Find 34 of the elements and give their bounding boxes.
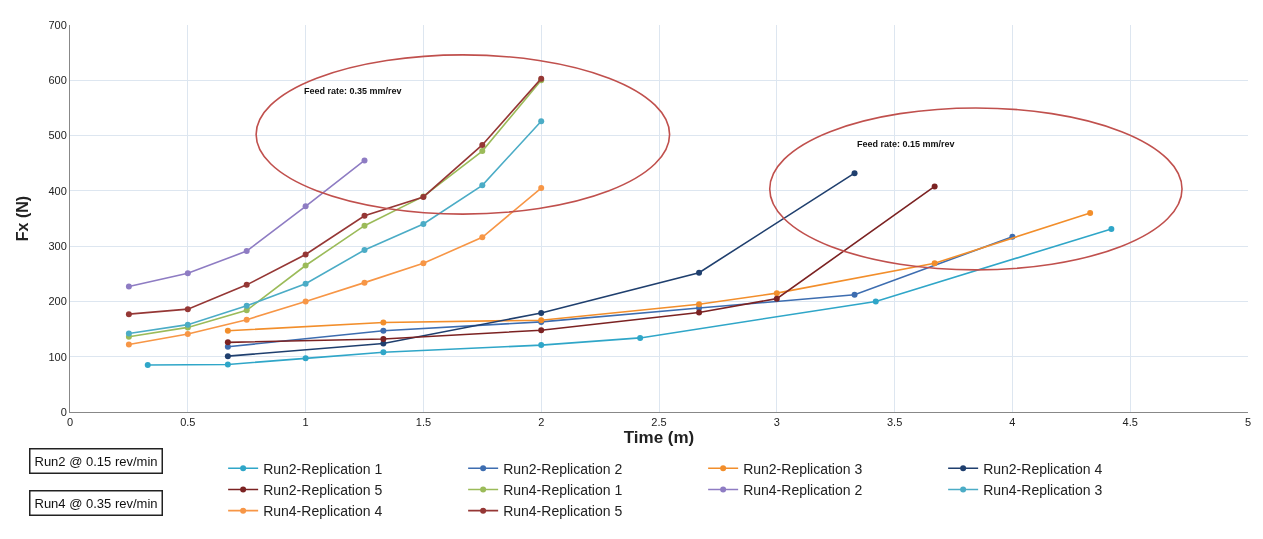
legend-label: Run4-Replication 1 [503, 481, 623, 498]
text: Run4 @ 0.35 rev/min [34, 495, 158, 511]
x-tick-label: 3 [773, 416, 780, 429]
x-axis-title: Time (m) [623, 428, 695, 448]
x-tick-label: 4 [1009, 416, 1016, 429]
x-tick-label: 4.5 [1122, 416, 1138, 429]
x-tick-label: 5 [1244, 416, 1252, 429]
y-tick-label: 200 [48, 295, 67, 308]
legend-label: Run4-Replication 2 [743, 481, 863, 498]
y-tick-label: 300 [48, 239, 67, 252]
x-tick-label: 1.5 [415, 416, 432, 429]
x-tick-label: 2 [538, 416, 545, 429]
legend-label: Run2-Replication 5 [263, 481, 383, 498]
y-tick-label: 600 [48, 74, 67, 87]
x-tick-label: 3.5 [886, 416, 903, 429]
legend-label: Run2-Replication 2 [503, 460, 623, 477]
y-tick-label: 500 [48, 129, 67, 142]
legend-label: Run2-Replication 3 [743, 460, 863, 477]
x-tick-label: 2.5 [651, 416, 667, 429]
y-tick-label: 0 [60, 405, 67, 418]
annotation: Feed rate: 0.15 mm/rev [857, 139, 955, 149]
legend-label: Run4-Replication 5 [503, 503, 623, 520]
y-tick-label: 100 [48, 350, 67, 363]
text: Run2 @ 0.15 rev/min [34, 453, 158, 469]
y-tick-label: 700 [48, 18, 67, 31]
y-tick-label: 400 [48, 184, 67, 197]
x-tick-label: 0.5 [180, 416, 196, 429]
legend-label: Run2-Replication 4 [983, 460, 1103, 477]
legend-label: Run2-Replication 1 [263, 460, 383, 477]
legend-label: Run4-Replication 4 [263, 503, 383, 520]
annotation: Feed rate: 0.35 mm/rev [304, 86, 402, 96]
legend-label: Run4-Replication 3 [983, 481, 1103, 498]
y-axis-title: Fx (N) [14, 195, 32, 242]
x-tick-label: 1 [302, 416, 309, 429]
